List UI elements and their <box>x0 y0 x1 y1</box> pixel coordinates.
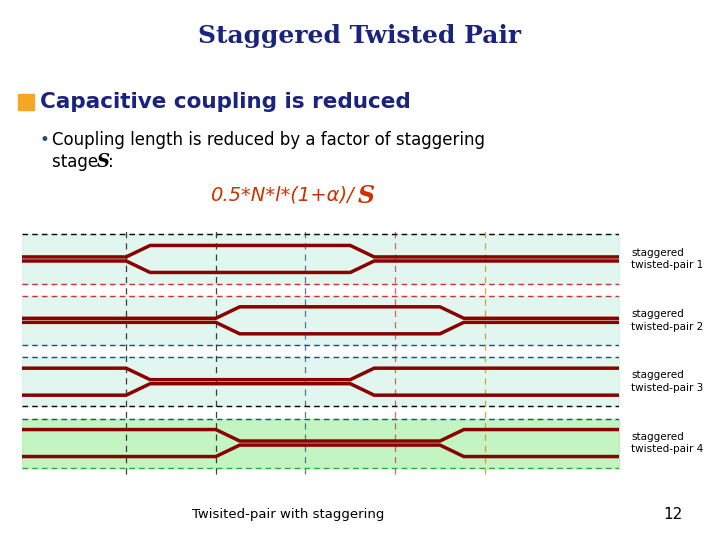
Text: staggered
twisted-pair 1: staggered twisted-pair 1 <box>631 248 703 270</box>
FancyBboxPatch shape <box>18 94 34 110</box>
Text: stage: stage <box>52 153 104 171</box>
Text: S: S <box>97 153 110 171</box>
Text: :: : <box>108 153 114 171</box>
Text: Staggered Twisted Pair: Staggered Twisted Pair <box>199 24 521 49</box>
Text: staggered
twisted-pair 4: staggered twisted-pair 4 <box>631 432 703 454</box>
Text: Twisited-pair with staggering: Twisited-pair with staggering <box>192 508 384 521</box>
Text: S: S <box>358 184 375 208</box>
Text: Capacitive coupling is reduced: Capacitive coupling is reduced <box>40 92 410 112</box>
Text: •: • <box>40 131 50 149</box>
Text: 0.5*N*l*(1+α)/: 0.5*N*l*(1+α)/ <box>210 186 354 205</box>
Text: staggered
twisted-pair 2: staggered twisted-pair 2 <box>631 309 703 332</box>
Text: staggered
twisted-pair 3: staggered twisted-pair 3 <box>631 370 703 393</box>
Text: Coupling length is reduced by a factor of staggering: Coupling length is reduced by a factor o… <box>52 131 485 149</box>
Text: 12: 12 <box>664 507 683 522</box>
